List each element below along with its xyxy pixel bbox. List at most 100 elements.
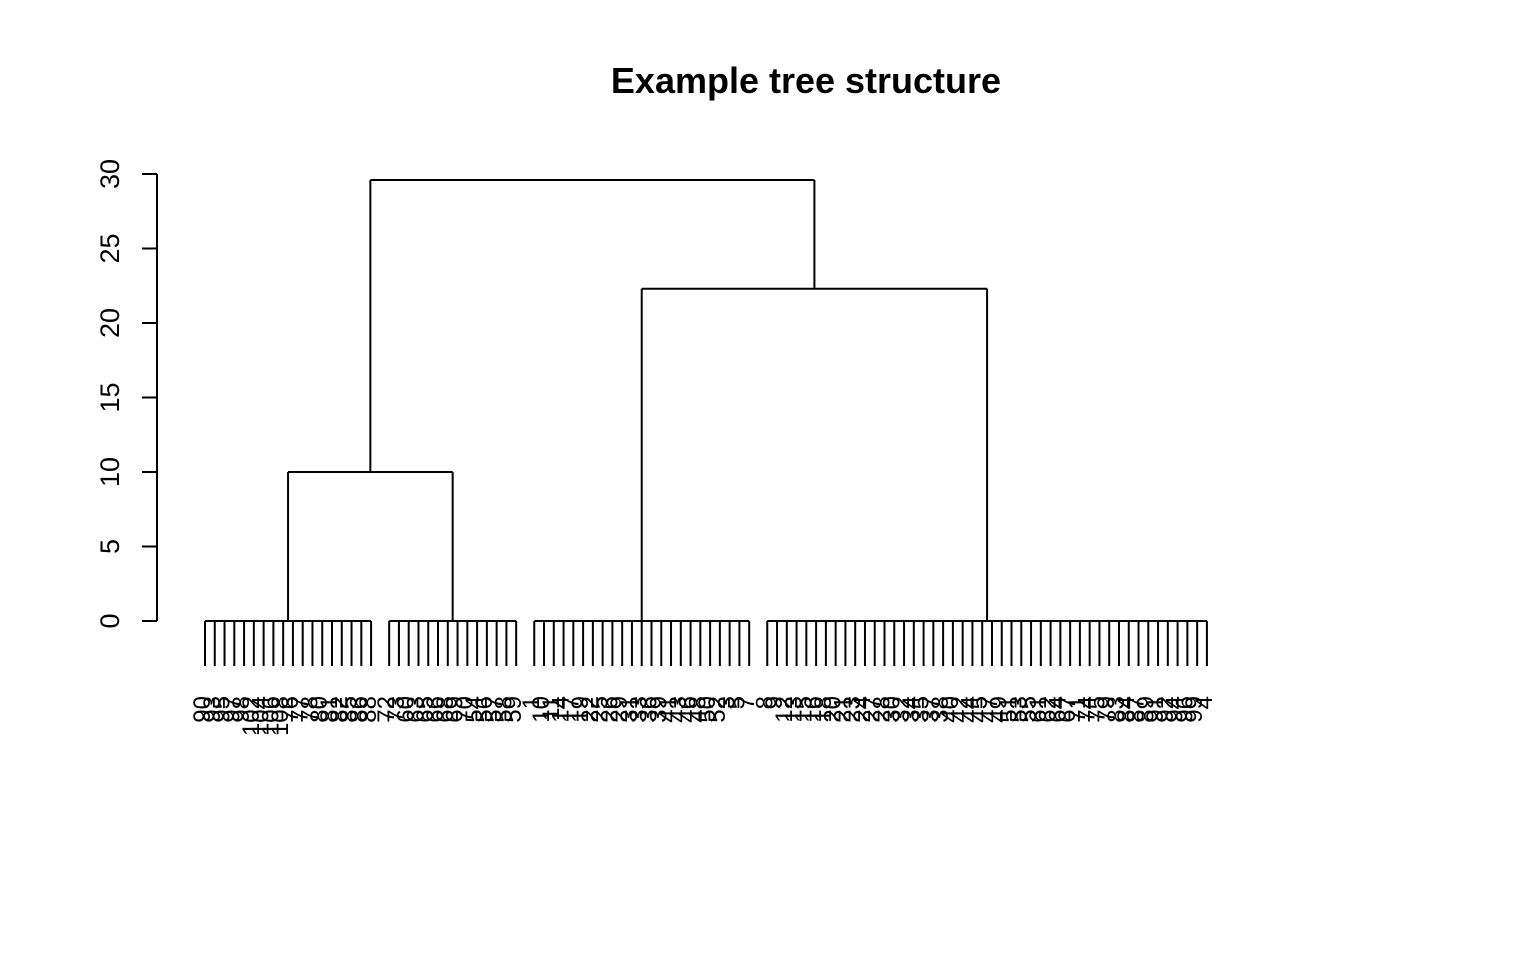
leaf-label: 64 xyxy=(1044,696,1071,723)
leaf-label: 75 xyxy=(1083,696,1110,723)
leaf-label: 59 xyxy=(500,696,527,723)
leaf-label: 4 xyxy=(1191,696,1218,709)
leaf-label: 22 xyxy=(577,696,604,723)
leaf-label: 60 xyxy=(393,696,420,723)
leaf-label: 102 xyxy=(238,696,265,736)
leaf-label: 72 xyxy=(373,696,400,723)
leaf-label: 94 xyxy=(1162,696,1189,723)
leaf-label: 66 xyxy=(422,696,449,723)
leaf-label: 93 xyxy=(199,696,226,723)
leaf-label: 61 xyxy=(1025,696,1052,723)
leaf-label: 50 xyxy=(694,696,721,723)
y-tick-label: 25 xyxy=(95,233,125,263)
leaf-label: 52 xyxy=(704,696,731,723)
leaf-label: 34 xyxy=(898,696,925,723)
leaf-label: 79 xyxy=(1093,696,1120,723)
leaf-label: 98 xyxy=(228,696,255,723)
leaf-labels: 9093959798102104106108767778808182858688… xyxy=(189,696,1218,736)
leaf-label: 57 xyxy=(481,696,508,723)
leaf-label: 42 xyxy=(947,696,974,723)
leaf-label: 83 xyxy=(1103,696,1130,723)
leaf-label: 95 xyxy=(209,696,236,723)
leaf-label: 30 xyxy=(878,696,905,723)
leaf-label: 77 xyxy=(287,696,314,723)
leaf-label: 99 xyxy=(1181,696,1208,723)
leaf-label: 97 xyxy=(218,696,245,723)
leaf-label: 36 xyxy=(635,696,662,723)
leaf-label: 28 xyxy=(869,696,896,723)
leaf-label: 106 xyxy=(257,696,284,736)
y-tick-label: 20 xyxy=(95,308,125,338)
leaf-label: 20 xyxy=(820,696,847,723)
leaf-label: 33 xyxy=(626,696,653,723)
leaf-label: 89 xyxy=(1132,696,1159,723)
leaf-label: 85 xyxy=(336,696,363,723)
leaf-label: 90 xyxy=(189,696,216,723)
y-tick-label: 10 xyxy=(95,457,125,487)
leaf-label: 26 xyxy=(596,696,623,723)
leaf-label: 65 xyxy=(412,696,439,723)
y-tick-label: 15 xyxy=(95,382,125,412)
leaf-label: 11 xyxy=(538,696,565,721)
leaf-label: 40 xyxy=(937,696,964,723)
leaf-label: 67 xyxy=(1054,696,1081,723)
leaf-label: 81 xyxy=(316,696,343,723)
leaf-label: 104 xyxy=(248,696,275,736)
leaf-label: 108 xyxy=(267,696,294,736)
leaf-label: 48 xyxy=(684,696,711,723)
leaf-label: 18 xyxy=(810,696,837,723)
leaf-label: 47 xyxy=(976,696,1003,723)
leaf-label: 16 xyxy=(800,696,827,723)
leaf-label: 63 xyxy=(402,696,429,723)
leaf-label: 56 xyxy=(471,696,498,723)
leaf-label: 73 xyxy=(383,696,410,723)
y-tick-label: 5 xyxy=(95,539,125,554)
leaf-label: 1 xyxy=(518,696,545,709)
leaf-label: 21 xyxy=(829,696,856,723)
leaf-label: 35 xyxy=(908,696,935,723)
leaf-label: 9 xyxy=(761,696,788,709)
leaf-label: 24 xyxy=(849,696,876,723)
leaf-label: 62 xyxy=(1035,696,1062,723)
leaf-label: 17 xyxy=(557,696,584,723)
leaf-label: 71 xyxy=(1064,696,1091,723)
leaf-label: 92 xyxy=(1152,696,1179,723)
leaf-label: 39 xyxy=(645,696,672,723)
leaf-label: 55 xyxy=(1015,696,1042,723)
leaf-label: 32 xyxy=(888,696,915,723)
leaf-label: 41 xyxy=(655,696,682,723)
leaf-label: 96 xyxy=(1171,696,1198,723)
leaf-label: 38 xyxy=(927,696,954,723)
leaf-label: 53 xyxy=(1005,696,1032,723)
y-tick-label: 0 xyxy=(95,613,125,628)
leaf-label: 70 xyxy=(451,696,478,723)
leaf-label: 45 xyxy=(966,696,993,723)
leaf-label: 80 xyxy=(306,696,333,723)
leaf-label: 58 xyxy=(490,696,517,723)
leaf-label: 27 xyxy=(859,696,886,723)
leaf-label: 5 xyxy=(723,696,750,709)
leaf-label: 86 xyxy=(345,696,372,723)
leaf-label: 23 xyxy=(839,696,866,723)
leaf-label: 84 xyxy=(1113,696,1140,723)
leaf-label: 8 xyxy=(751,696,778,709)
leaf-label: 76 xyxy=(277,696,304,723)
leaf-label: 31 xyxy=(616,696,643,723)
leaf-label: 19 xyxy=(567,696,594,723)
dendrogram-tree xyxy=(204,178,1208,666)
leaf-label: 3 xyxy=(714,696,741,709)
leaf-label: 25 xyxy=(587,696,614,723)
leaf-label: 44 xyxy=(956,696,983,723)
y-axis: 0 5 10 15 20 25 30 xyxy=(95,159,158,629)
leaf-label: 87 xyxy=(1123,696,1150,723)
leaf-label: 82 xyxy=(326,696,353,723)
leaf-label: 51 xyxy=(996,696,1023,723)
leaf-label: 78 xyxy=(296,696,323,723)
leaf-label: 7 xyxy=(733,696,760,709)
leaf-label: 69 xyxy=(442,696,469,723)
chart-title: Example tree structure xyxy=(611,60,1001,101)
leaf-label: 43 xyxy=(665,696,692,723)
leaf-label: 74 xyxy=(1074,696,1101,723)
leaf-label: 12 xyxy=(771,696,798,723)
